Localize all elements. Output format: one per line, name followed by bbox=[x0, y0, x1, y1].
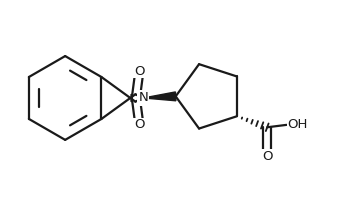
Polygon shape bbox=[143, 92, 176, 101]
Text: O: O bbox=[134, 64, 145, 78]
Text: OH: OH bbox=[288, 118, 308, 131]
Text: O: O bbox=[134, 118, 145, 131]
Text: O: O bbox=[262, 150, 272, 163]
Text: N: N bbox=[138, 91, 148, 104]
